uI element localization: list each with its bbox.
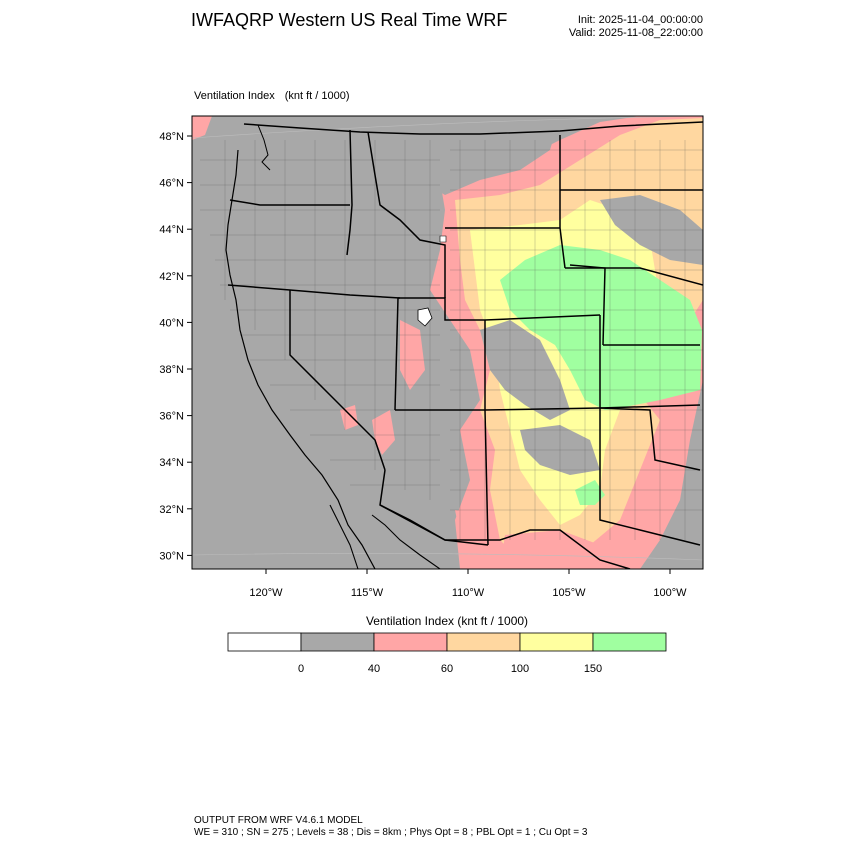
lat-label: 40°N <box>159 317 184 329</box>
lat-label: 48°N <box>159 131 184 143</box>
legend-swatch <box>446 632 521 652</box>
shade-pink-utah <box>400 320 425 390</box>
legend-tick-label: 40 <box>368 663 380 675</box>
valid-time: Valid: 2025-11-08_22:00:00 <box>568 27 703 39</box>
lon-label: 100°W <box>653 587 687 599</box>
field-units: (knt ft / 1000) <box>284 90 350 102</box>
legend-tick-label: 100 <box>511 663 529 675</box>
lat-label: 30°N <box>159 550 184 562</box>
shade-green <box>500 245 702 410</box>
great-salt-lake <box>417 307 433 327</box>
legend-swatch <box>300 632 375 652</box>
page-title: IWFAQRP Western US Real Time WRF <box>191 10 508 30</box>
yellowstone-lake <box>439 235 447 243</box>
lat-label: 38°N <box>159 364 184 376</box>
county-boundaries <box>200 140 703 540</box>
map-area <box>192 116 703 569</box>
lat-label: 34°N <box>159 457 184 469</box>
field-name: Ventilation Index <box>194 90 275 102</box>
shade-pink-sonora <box>455 510 500 545</box>
map-frame <box>191 115 704 570</box>
shade-pink-arizona <box>372 410 395 455</box>
legend-title: Ventilation Index (knt ft / 1000) <box>365 614 529 628</box>
shade-pink-chihuahua <box>500 530 620 569</box>
legend-swatch <box>592 632 667 652</box>
lat-label: 46°N <box>159 178 184 190</box>
latitude-labels: 48°N 46°N 44°N 42°N 40°N 38°N 36°N 34°N 32°N 30°N <box>159 131 192 562</box>
shade-green-south <box>575 480 605 505</box>
footer-model: OUTPUT FROM WRF V4.6.1 MODEL <box>194 815 363 826</box>
longitude-labels: 120°W 115°W 110°W 105°W 100°W <box>249 569 687 599</box>
shade-pink-nw <box>192 116 212 140</box>
gulf-of-california <box>371 514 441 569</box>
legend-swatch <box>519 632 594 652</box>
legend-colorbar: 0 40 60 100 150 <box>227 632 667 675</box>
legend-tick-label: 0 <box>298 663 304 675</box>
lat-label: 44°N <box>159 224 184 236</box>
shade-pink-ca <box>340 405 358 430</box>
lat-label: 42°N <box>159 271 184 283</box>
graticule <box>192 116 703 561</box>
legend-swatch <box>373 632 448 652</box>
init-time: Init: 2025-11-04_00:00:00 <box>577 14 703 26</box>
footer-config: WE = 310 ; SN = 275 ; Levels = 38 ; Dis … <box>194 827 588 838</box>
baja-coast <box>329 504 359 569</box>
legend-swatch <box>227 632 302 652</box>
coastline <box>225 149 376 569</box>
puget-sound <box>257 124 271 171</box>
legend-tick-label: 60 <box>441 663 453 675</box>
state-boundaries <box>227 121 703 569</box>
lon-label: 120°W <box>249 587 283 599</box>
lat-label: 36°N <box>159 411 184 423</box>
lon-label: 110°W <box>452 587 485 599</box>
legend-tick-label: 150 <box>584 663 602 675</box>
lon-label: 105°W <box>552 587 586 599</box>
field-label: Ventilation Index (knt ft / 1000) <box>194 90 350 102</box>
lon-label: 115°W <box>351 587 384 599</box>
lat-label: 32°N <box>159 504 184 516</box>
